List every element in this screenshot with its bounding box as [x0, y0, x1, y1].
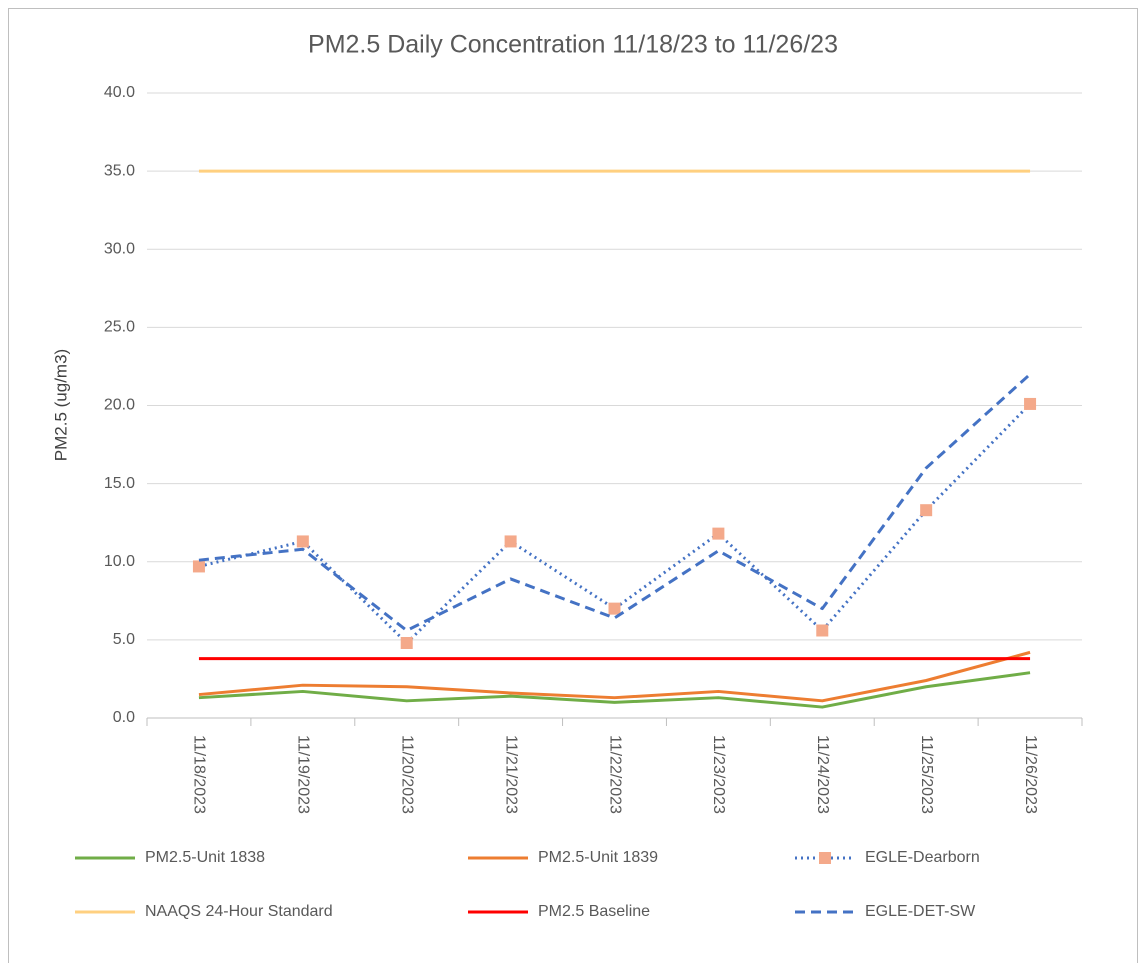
x-tick-label: 11/25/2023	[918, 735, 935, 814]
series-line	[198, 373, 1032, 632]
legend-label: EGLE-DET-SW	[865, 903, 976, 920]
series-line	[198, 650, 1031, 703]
legend-marker	[819, 852, 831, 864]
marker	[816, 624, 829, 637]
legend-label: PM2.5 Baseline	[538, 903, 650, 920]
y-tick-label: 35.0	[104, 162, 135, 179]
marker	[608, 602, 621, 615]
x-tick-label: 11/22/2023	[606, 735, 623, 814]
x-tick-label: 11/26/2023	[1022, 735, 1039, 814]
legend-label: PM2.5-Unit 1839	[538, 849, 658, 866]
y-tick-label: 30.0	[104, 240, 135, 257]
marker	[296, 535, 309, 548]
marker	[1024, 397, 1037, 410]
marker	[400, 637, 413, 649]
x-tick-label: 11/24/2023	[814, 735, 831, 814]
y-tick-label: 5.0	[113, 631, 135, 648]
y-tick-label: 15.0	[104, 475, 135, 492]
y-tick-label: 10.0	[104, 553, 135, 570]
marker	[920, 504, 933, 517]
y-tick-label: 0.0	[113, 709, 135, 726]
chart-title: PM2.5 Daily Concentration 11/18/23 to 11…	[308, 31, 838, 59]
x-tick-label: 11/20/2023	[398, 735, 415, 814]
legend-label: EGLE-Dearborn	[865, 849, 980, 866]
marker	[192, 560, 205, 573]
marker	[712, 527, 725, 540]
legend-label: PM2.5-Unit 1838	[145, 849, 265, 866]
chart-border	[8, 8, 1138, 963]
x-tick-label: 11/21/2023	[502, 735, 519, 814]
x-tick-label: 11/23/2023	[710, 735, 727, 814]
marker	[504, 535, 517, 548]
y-tick-label: 40.0	[104, 84, 135, 101]
series-line	[198, 671, 1031, 709]
y-axis-label: PM2.5 (ug/m3)	[51, 349, 70, 461]
y-tick-label: 20.0	[104, 397, 135, 414]
x-tick-label: 11/19/2023	[295, 735, 312, 814]
x-tick-label: 11/18/2023	[191, 735, 208, 814]
y-tick-label: 25.0	[104, 319, 135, 336]
legend-label: NAAQS 24-Hour Standard	[145, 903, 333, 920]
